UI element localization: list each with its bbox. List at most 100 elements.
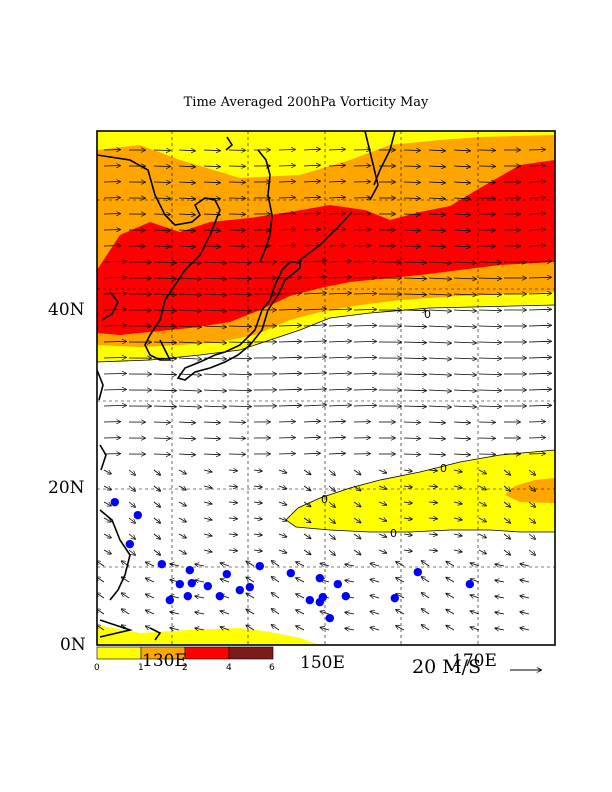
wind-vector (170, 596, 180, 598)
wind-vector (303, 325, 326, 326)
wind-vector (328, 453, 345, 454)
colorbar (96, 646, 274, 660)
wind-vector (495, 596, 505, 598)
contour-fill-orange-south (505, 478, 555, 503)
wind-vector (353, 389, 376, 390)
wind-vector (353, 549, 361, 555)
wind-vector (328, 293, 351, 294)
cyclone-icon: ● (286, 566, 296, 579)
wind-vector (396, 578, 405, 583)
wind-vector (221, 595, 230, 598)
wind-vector (153, 166, 170, 167)
wind-vector (528, 485, 535, 491)
wind-vector (228, 294, 251, 295)
wind-vector (303, 533, 311, 539)
wind-vectors (97, 149, 551, 631)
wind-vector (303, 261, 326, 262)
wind-vector (403, 166, 420, 167)
wind-vector (178, 246, 195, 247)
wind-vector (428, 326, 451, 327)
wind-vector (203, 278, 226, 279)
wind-vector (453, 214, 470, 215)
wind-vector (528, 277, 551, 278)
wind-vector (303, 357, 326, 358)
wind-vector (453, 166, 470, 167)
wind-vector (520, 564, 530, 566)
wind-vector (278, 518, 287, 521)
wind-vector (453, 534, 462, 536)
wind-vector (122, 609, 130, 615)
wind-vector (403, 246, 420, 247)
wind-vector (471, 595, 480, 598)
wind-vector (246, 577, 255, 583)
wind-vector (403, 502, 412, 503)
wind-vector (228, 374, 251, 375)
wind-vector (153, 406, 176, 407)
cyclone-icon: ● (255, 559, 265, 572)
wind-vector (203, 294, 226, 295)
wind-vector (178, 422, 195, 423)
wind-vector (122, 625, 130, 631)
wind-vector (528, 533, 535, 539)
wind-vector (178, 390, 201, 391)
wind-vector (403, 390, 426, 391)
wind-vector (153, 278, 176, 279)
wind-vector (453, 278, 476, 279)
wind-vector (272, 625, 280, 631)
wind-vector (103, 293, 126, 294)
wind-vector (378, 470, 386, 473)
wind-vector (153, 533, 160, 539)
wind-vector (103, 309, 126, 310)
wind-vector (253, 470, 262, 471)
wind-vector (478, 278, 501, 279)
wind-vector (453, 150, 470, 151)
wind-vector (403, 470, 412, 471)
wind-vector (278, 373, 301, 374)
lon-label-150e: 150E (300, 653, 345, 673)
wind-vector (153, 150, 170, 151)
wind-vector (453, 438, 470, 439)
wind-vector (328, 341, 351, 342)
wind-vector (320, 563, 330, 566)
wind-vector (170, 628, 180, 630)
wind-vector (422, 577, 430, 583)
wind-vector (103, 373, 126, 374)
wind-vector (153, 469, 160, 475)
wind-vector (453, 326, 476, 327)
wind-vector (253, 534, 262, 535)
wind-vector (495, 628, 505, 630)
colorbar-tick-0: 0 (94, 663, 100, 673)
wind-vector (103, 389, 126, 390)
wind-vector (403, 198, 420, 199)
wind-vector (178, 214, 195, 215)
contour-label-4: 0 (390, 527, 397, 540)
wind-vector (328, 437, 345, 438)
wind-vector (370, 595, 380, 598)
wind-vector (428, 310, 451, 311)
wind-vector (178, 198, 195, 199)
wind-vector (503, 501, 510, 507)
wind-vector (203, 550, 212, 552)
wind-vector (303, 213, 320, 214)
wind-vector (428, 166, 445, 167)
wind-vector (328, 549, 335, 555)
wind-vector (153, 230, 170, 231)
wind-vector (478, 358, 501, 359)
wind-vector (353, 293, 376, 294)
wind-vector (428, 246, 445, 247)
wind-vector (153, 198, 170, 199)
wind-vector (178, 326, 201, 327)
wind-vector (228, 518, 237, 519)
wind-vector (128, 549, 135, 555)
wind-vector (345, 596, 355, 598)
wind-vector (428, 214, 445, 215)
wind-vector (428, 358, 451, 359)
wind-vector (403, 230, 420, 231)
wind-vector (303, 517, 311, 523)
wind-vector (328, 405, 351, 406)
wind-vector (428, 278, 451, 279)
colorbar-tick-3: 4 (226, 663, 232, 673)
wind-vector (403, 454, 420, 455)
wind-vector (153, 358, 176, 359)
wind-vector (446, 594, 455, 599)
